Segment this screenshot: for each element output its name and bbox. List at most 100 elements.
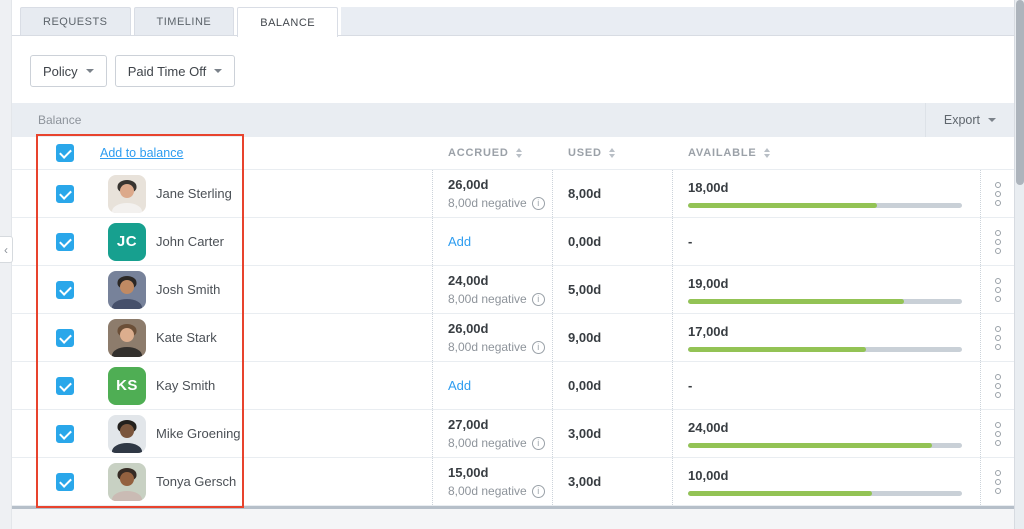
row-checkbox[interactable] [56, 184, 74, 203]
table-body: Jane Sterling 26,00d 8,00d negative i 8,… [12, 170, 1014, 506]
row-checkbox[interactable] [56, 376, 74, 395]
info-icon[interactable]: i [531, 436, 545, 450]
employee-name: John Carter [156, 234, 224, 249]
used-value: 0,00d [568, 378, 602, 393]
accrued-note-wrap: 8,00d negative i [448, 340, 552, 354]
available-value: - [688, 234, 693, 249]
filter-bar: Policy Paid Time Off [30, 55, 1014, 87]
table-row: Mike Groening 27,00d 8,00d negative i 3,… [12, 410, 1014, 458]
sort-icon [763, 148, 770, 158]
avatar: KS [108, 366, 146, 405]
export-label: Export [943, 113, 980, 127]
available-value: 10,00d [688, 467, 729, 483]
accrued-value: 26,00d [448, 177, 489, 192]
collapse-icon: ‹ [4, 242, 8, 257]
table-row: Josh Smith 24,00d 8,00d negative i 5,00d… [12, 266, 1014, 314]
kebab-menu-icon[interactable] [991, 226, 1005, 258]
table-row: Jane Sterling 26,00d 8,00d negative i 8,… [12, 170, 1014, 218]
employee-name: Kay Smith [156, 378, 216, 393]
accrued-value: 27,00d [448, 417, 489, 432]
table-bottom-border [12, 506, 1014, 509]
kebab-menu-icon[interactable] [991, 322, 1005, 354]
table-row: JC John Carter Add 0,00d - [12, 218, 1014, 266]
avatar [108, 174, 146, 213]
used-value: 8,00d [568, 186, 602, 201]
column-header-accrued[interactable]: ACCRUED [432, 147, 552, 159]
accrued-note-wrap: 8,00d negative i [448, 484, 552, 498]
available-bar [688, 490, 962, 496]
add-to-balance-link[interactable]: Add to balance [100, 146, 184, 160]
available-bar [688, 202, 962, 208]
caret-down-icon [214, 69, 223, 73]
avatar: JC [108, 222, 146, 261]
accrued-note-wrap: 8,00d negative i [448, 436, 552, 450]
balance-panel: Balance Export Add to balance ACCRUED US… [12, 103, 1014, 509]
main-content: REQUESTS TIMELINE BALANCE Policy Paid Ti… [12, 0, 1014, 509]
policy-value-filter-button[interactable]: Paid Time Off [114, 55, 236, 87]
used-value: 5,00d [568, 282, 602, 297]
row-checkbox[interactable] [56, 232, 74, 251]
panel-title: Balance [38, 113, 82, 127]
info-icon[interactable]: i [531, 340, 545, 354]
tab-balance[interactable]: BALANCE [237, 7, 339, 37]
avatar [108, 462, 146, 501]
accrued-add-link[interactable]: Add [448, 378, 472, 393]
employee-name: Kate Stark [156, 330, 217, 345]
avatar [108, 414, 146, 453]
kebab-menu-icon[interactable] [991, 466, 1005, 498]
accrued-note: 8,00d negative [448, 484, 527, 498]
export-button[interactable]: Export [924, 103, 1014, 137]
avatar [108, 270, 146, 309]
column-header-used[interactable]: USED [552, 147, 672, 159]
accrued-note-wrap: 8,00d negative i [448, 196, 552, 210]
info-icon[interactable]: i [531, 484, 545, 498]
employee-name: Jane Sterling [156, 186, 232, 201]
row-checkbox[interactable] [56, 328, 74, 347]
accrued-note: 8,00d negative [448, 436, 527, 450]
table-row: KS Kay Smith Add 0,00d - [12, 362, 1014, 410]
avatar [108, 318, 146, 357]
available-value: 18,00d [688, 179, 729, 195]
kebab-menu-icon[interactable] [991, 274, 1005, 306]
row-checkbox[interactable] [56, 280, 74, 299]
scrollbar-thumb[interactable] [1016, 0, 1024, 185]
tab-bar: REQUESTS TIMELINE BALANCE [12, 0, 1014, 37]
info-icon[interactable]: i [531, 196, 545, 210]
row-checkbox[interactable] [56, 424, 74, 443]
policy-filter-button[interactable]: Policy [30, 55, 107, 87]
tab-timeline[interactable]: TIMELINE [133, 7, 235, 36]
collapse-panel-handle[interactable]: ‹ [0, 236, 13, 263]
left-rail [0, 0, 12, 529]
kebab-menu-icon[interactable] [991, 370, 1005, 402]
employee-name: Josh Smith [156, 282, 221, 297]
available-value: 19,00d [688, 275, 729, 291]
available-value: - [688, 378, 693, 393]
kebab-menu-icon[interactable] [991, 418, 1005, 450]
accrued-value: 24,00d [448, 273, 489, 288]
policy-filter-label: Policy [43, 63, 78, 79]
employee-name: Tonya Gersch [156, 474, 237, 489]
used-value: 3,00d [568, 474, 602, 489]
sort-icon [608, 148, 615, 158]
row-checkbox[interactable] [56, 472, 74, 491]
used-value: 3,00d [568, 426, 602, 441]
table-row: Tonya Gersch 15,00d 8,00d negative i 3,0… [12, 458, 1014, 506]
accrued-note: 8,00d negative [448, 292, 527, 306]
column-header-available[interactable]: AVAILABLE [672, 147, 980, 159]
caret-down-icon [85, 69, 94, 73]
accrued-value: 26,00d [448, 321, 489, 336]
accrued-add-link[interactable]: Add [448, 234, 472, 249]
info-icon[interactable]: i [531, 292, 545, 306]
select-all-checkbox[interactable] [56, 144, 74, 162]
tab-requests[interactable]: REQUESTS [20, 7, 131, 36]
available-value: 17,00d [688, 323, 729, 339]
vertical-scrollbar[interactable] [1014, 0, 1024, 529]
available-value: 24,00d [688, 419, 729, 435]
accrued-value: 15,00d [448, 465, 489, 480]
kebab-menu-icon[interactable] [991, 178, 1005, 210]
sort-icon [515, 148, 522, 158]
available-bar [688, 346, 962, 352]
accrued-note: 8,00d negative [448, 340, 527, 354]
table-row: Kate Stark 26,00d 8,00d negative i 9,00d… [12, 314, 1014, 362]
tab-bar-filler [341, 7, 1014, 36]
